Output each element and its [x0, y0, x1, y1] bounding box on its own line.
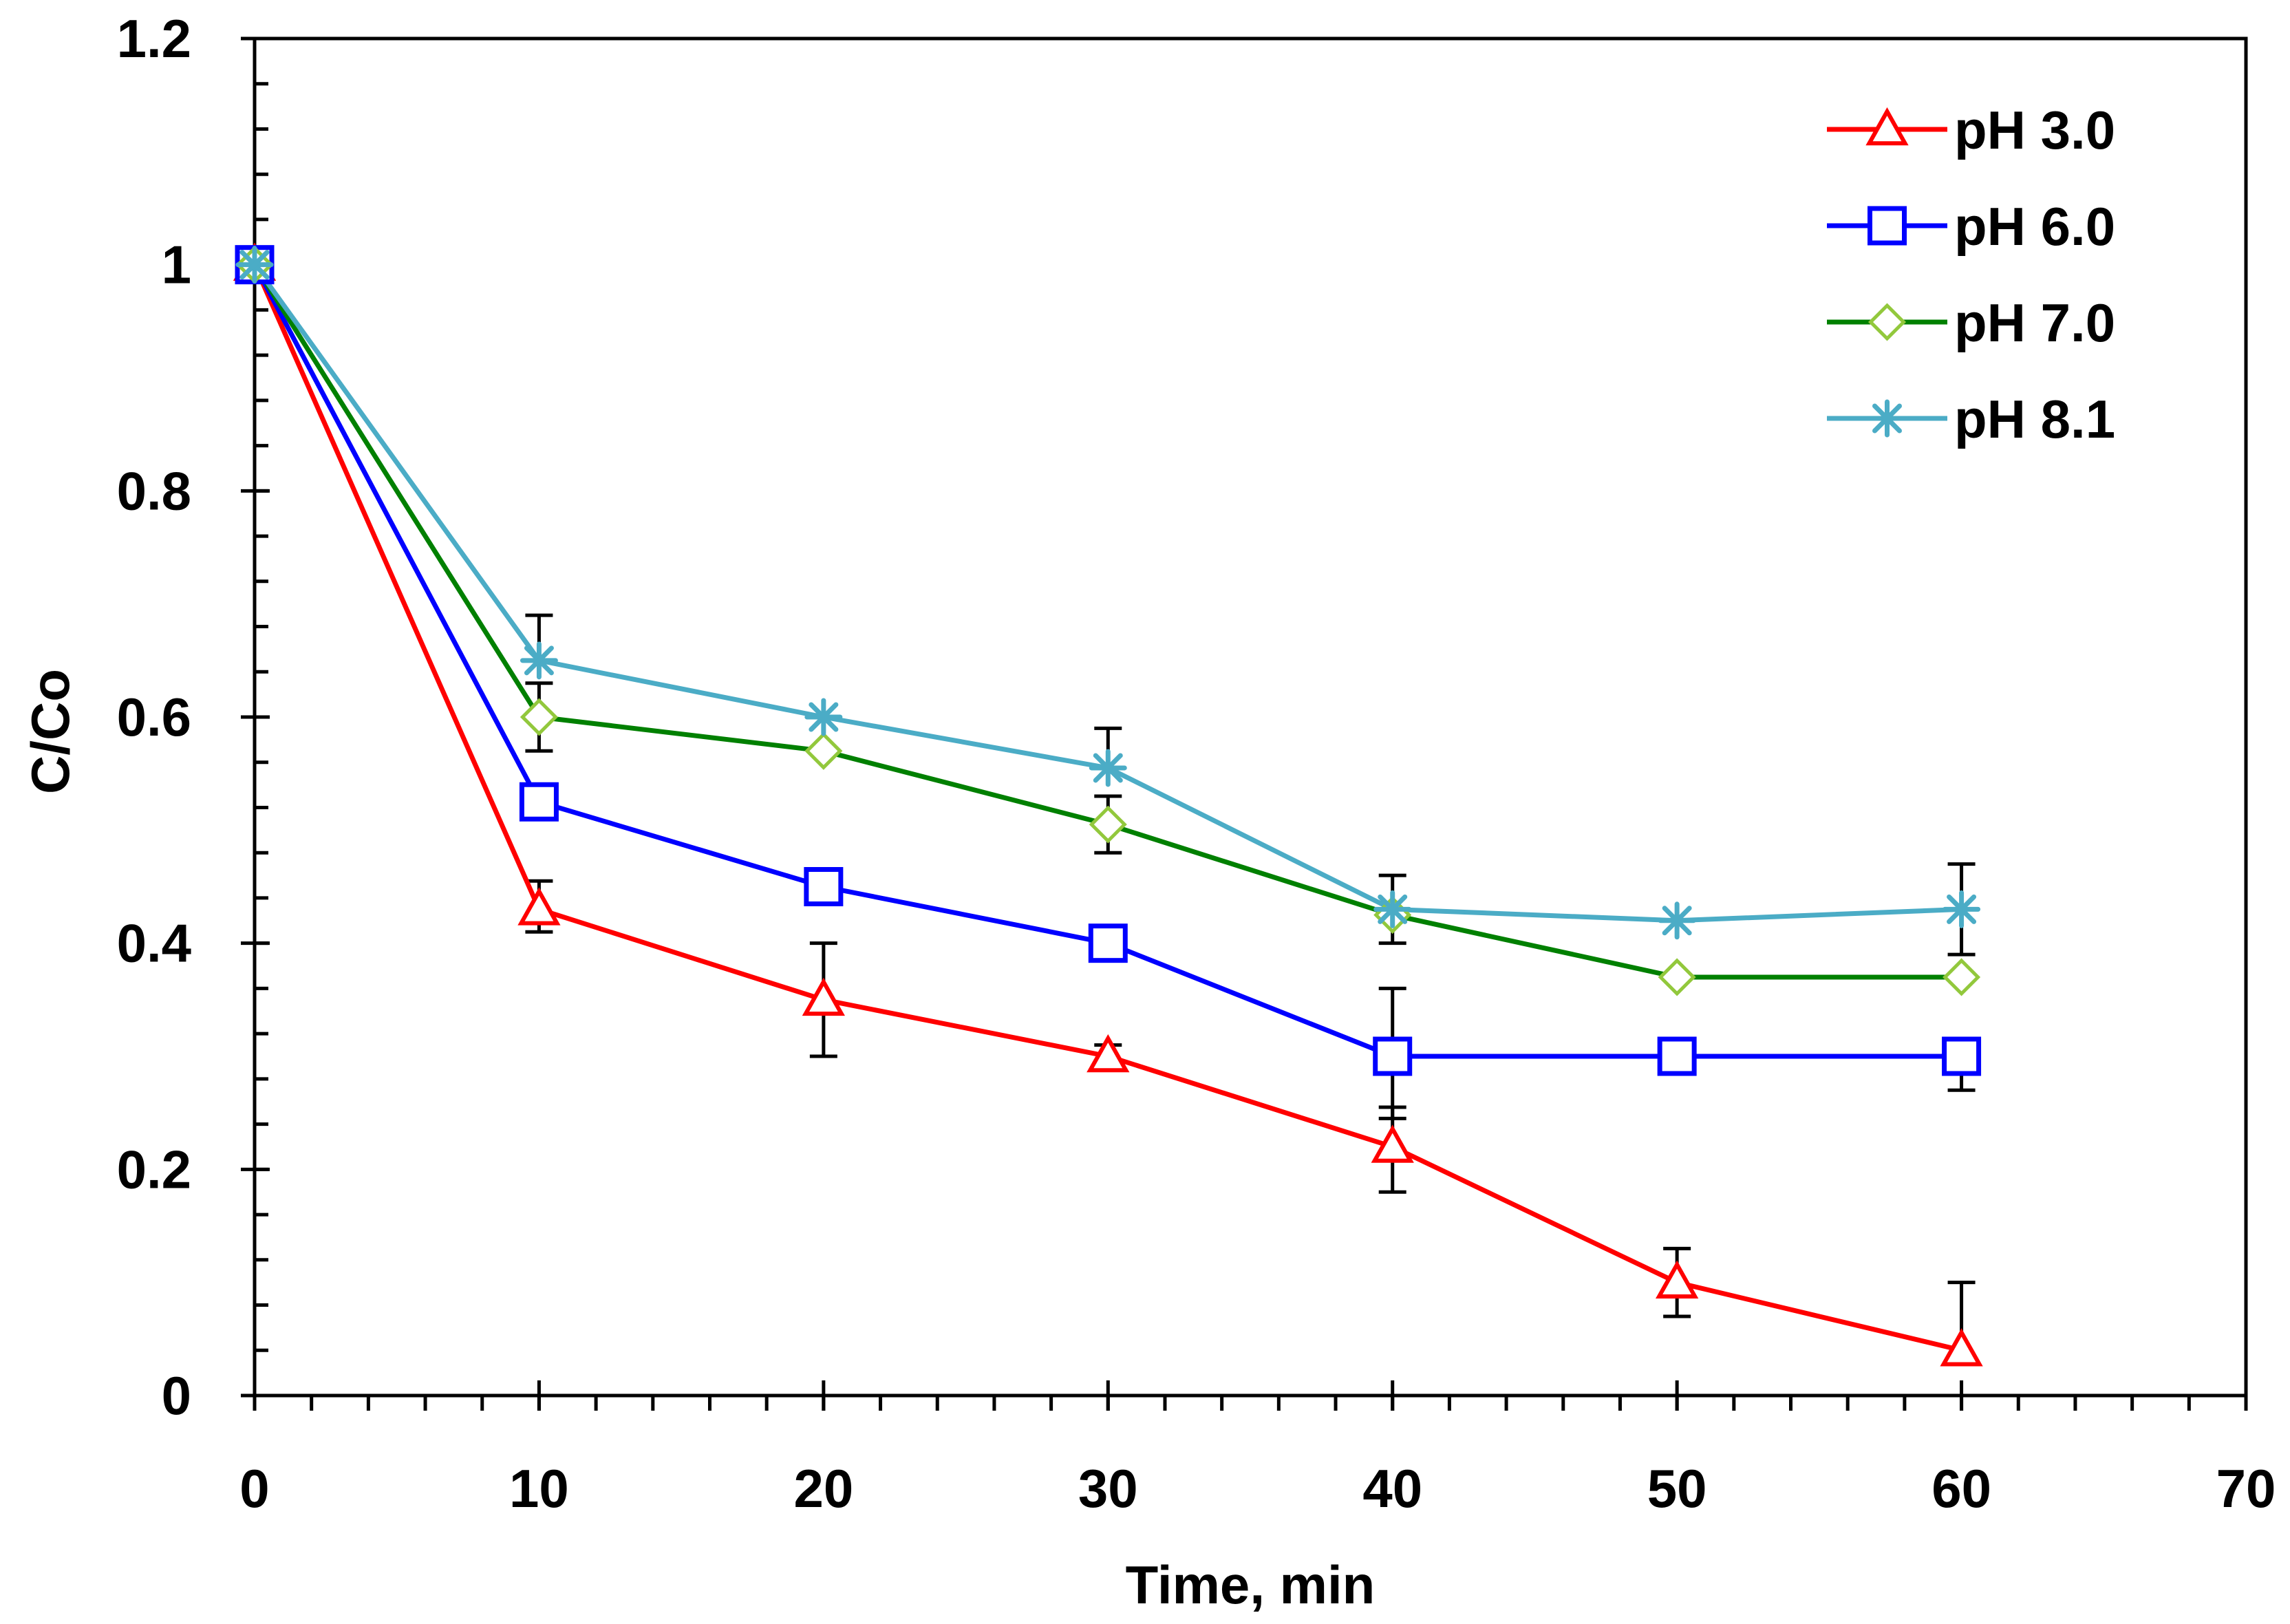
data-point — [517, 887, 561, 926]
x-tick-label: 50 — [1647, 1458, 1707, 1519]
y-tick-label: 1 — [162, 235, 191, 295]
data-point — [1658, 958, 1696, 996]
legend-label: pH 3.0 — [1954, 100, 2115, 160]
x-tick-label: 0 — [239, 1458, 269, 1519]
legend-label: pH 8.1 — [1954, 389, 2115, 449]
data-point — [1373, 890, 1412, 928]
axis-ticks — [241, 36, 2248, 1411]
data-point — [1942, 1036, 1982, 1076]
data-markers — [233, 242, 1983, 1367]
y-tick-label: 0.2 — [117, 1139, 191, 1199]
legend-marker — [1868, 206, 1907, 246]
x-tick-label: 20 — [793, 1458, 853, 1519]
legend-entry: pH 8.1 — [1827, 389, 2115, 449]
data-point — [235, 246, 274, 284]
legend-entry: pH 6.0 — [1827, 196, 2115, 257]
x-tick-label: 60 — [1931, 1458, 1991, 1519]
data-point — [1940, 1328, 1983, 1367]
data-point — [1088, 923, 1128, 963]
data-point — [804, 867, 844, 906]
data-point — [1656, 1260, 1699, 1299]
data-point — [520, 641, 558, 680]
legend-marker — [1865, 107, 1909, 146]
data-point — [1658, 901, 1696, 940]
x-tick-label: 40 — [1362, 1458, 1422, 1519]
data-point — [1371, 1124, 1414, 1163]
legend-entry: pH 3.0 — [1827, 100, 2115, 160]
data-point — [1943, 958, 1981, 996]
legend-label: pH 7.0 — [1954, 292, 2115, 353]
y-tick-label: 1.2 — [117, 8, 191, 69]
legend-entry: pH 7.0 — [1827, 292, 2115, 353]
y-axis-title: C/Co — [20, 669, 81, 794]
data-point — [1089, 749, 1127, 787]
tick-labels: 0 10 20 30 40 50 60 70 0 0.2 0.4 0.6 0.8 1 1.2 — [117, 8, 2276, 1519]
data-point — [1943, 890, 1981, 928]
y-tick-label: 0.8 — [117, 460, 191, 521]
data-point — [1373, 1036, 1413, 1076]
y-tick-label: 0 — [162, 1365, 191, 1426]
legend-label: pH 6.0 — [1954, 196, 2115, 257]
legend-marker — [1868, 303, 1907, 341]
legend-marker — [1868, 399, 1906, 438]
x-tick-label: 10 — [509, 1458, 569, 1519]
x-axis-title: Time, min — [1126, 1554, 1376, 1615]
y-tick-label: 0.6 — [117, 687, 191, 747]
data-point — [804, 731, 843, 770]
data-point — [804, 698, 843, 736]
x-tick-label: 30 — [1078, 1458, 1138, 1519]
data-point — [519, 782, 559, 822]
data-point — [1087, 1034, 1130, 1073]
y-tick-label: 0.4 — [117, 913, 191, 974]
data-point — [1089, 805, 1127, 844]
x-tick-label: 70 — [2216, 1458, 2276, 1519]
data-point — [520, 698, 558, 736]
legend: pH 3.0 pH 6.0 pH 7.0 pH 8.1 — [1827, 100, 2115, 449]
data-point — [1657, 1036, 1697, 1076]
data-point — [802, 977, 845, 1016]
plot-area — [253, 36, 2248, 1398]
